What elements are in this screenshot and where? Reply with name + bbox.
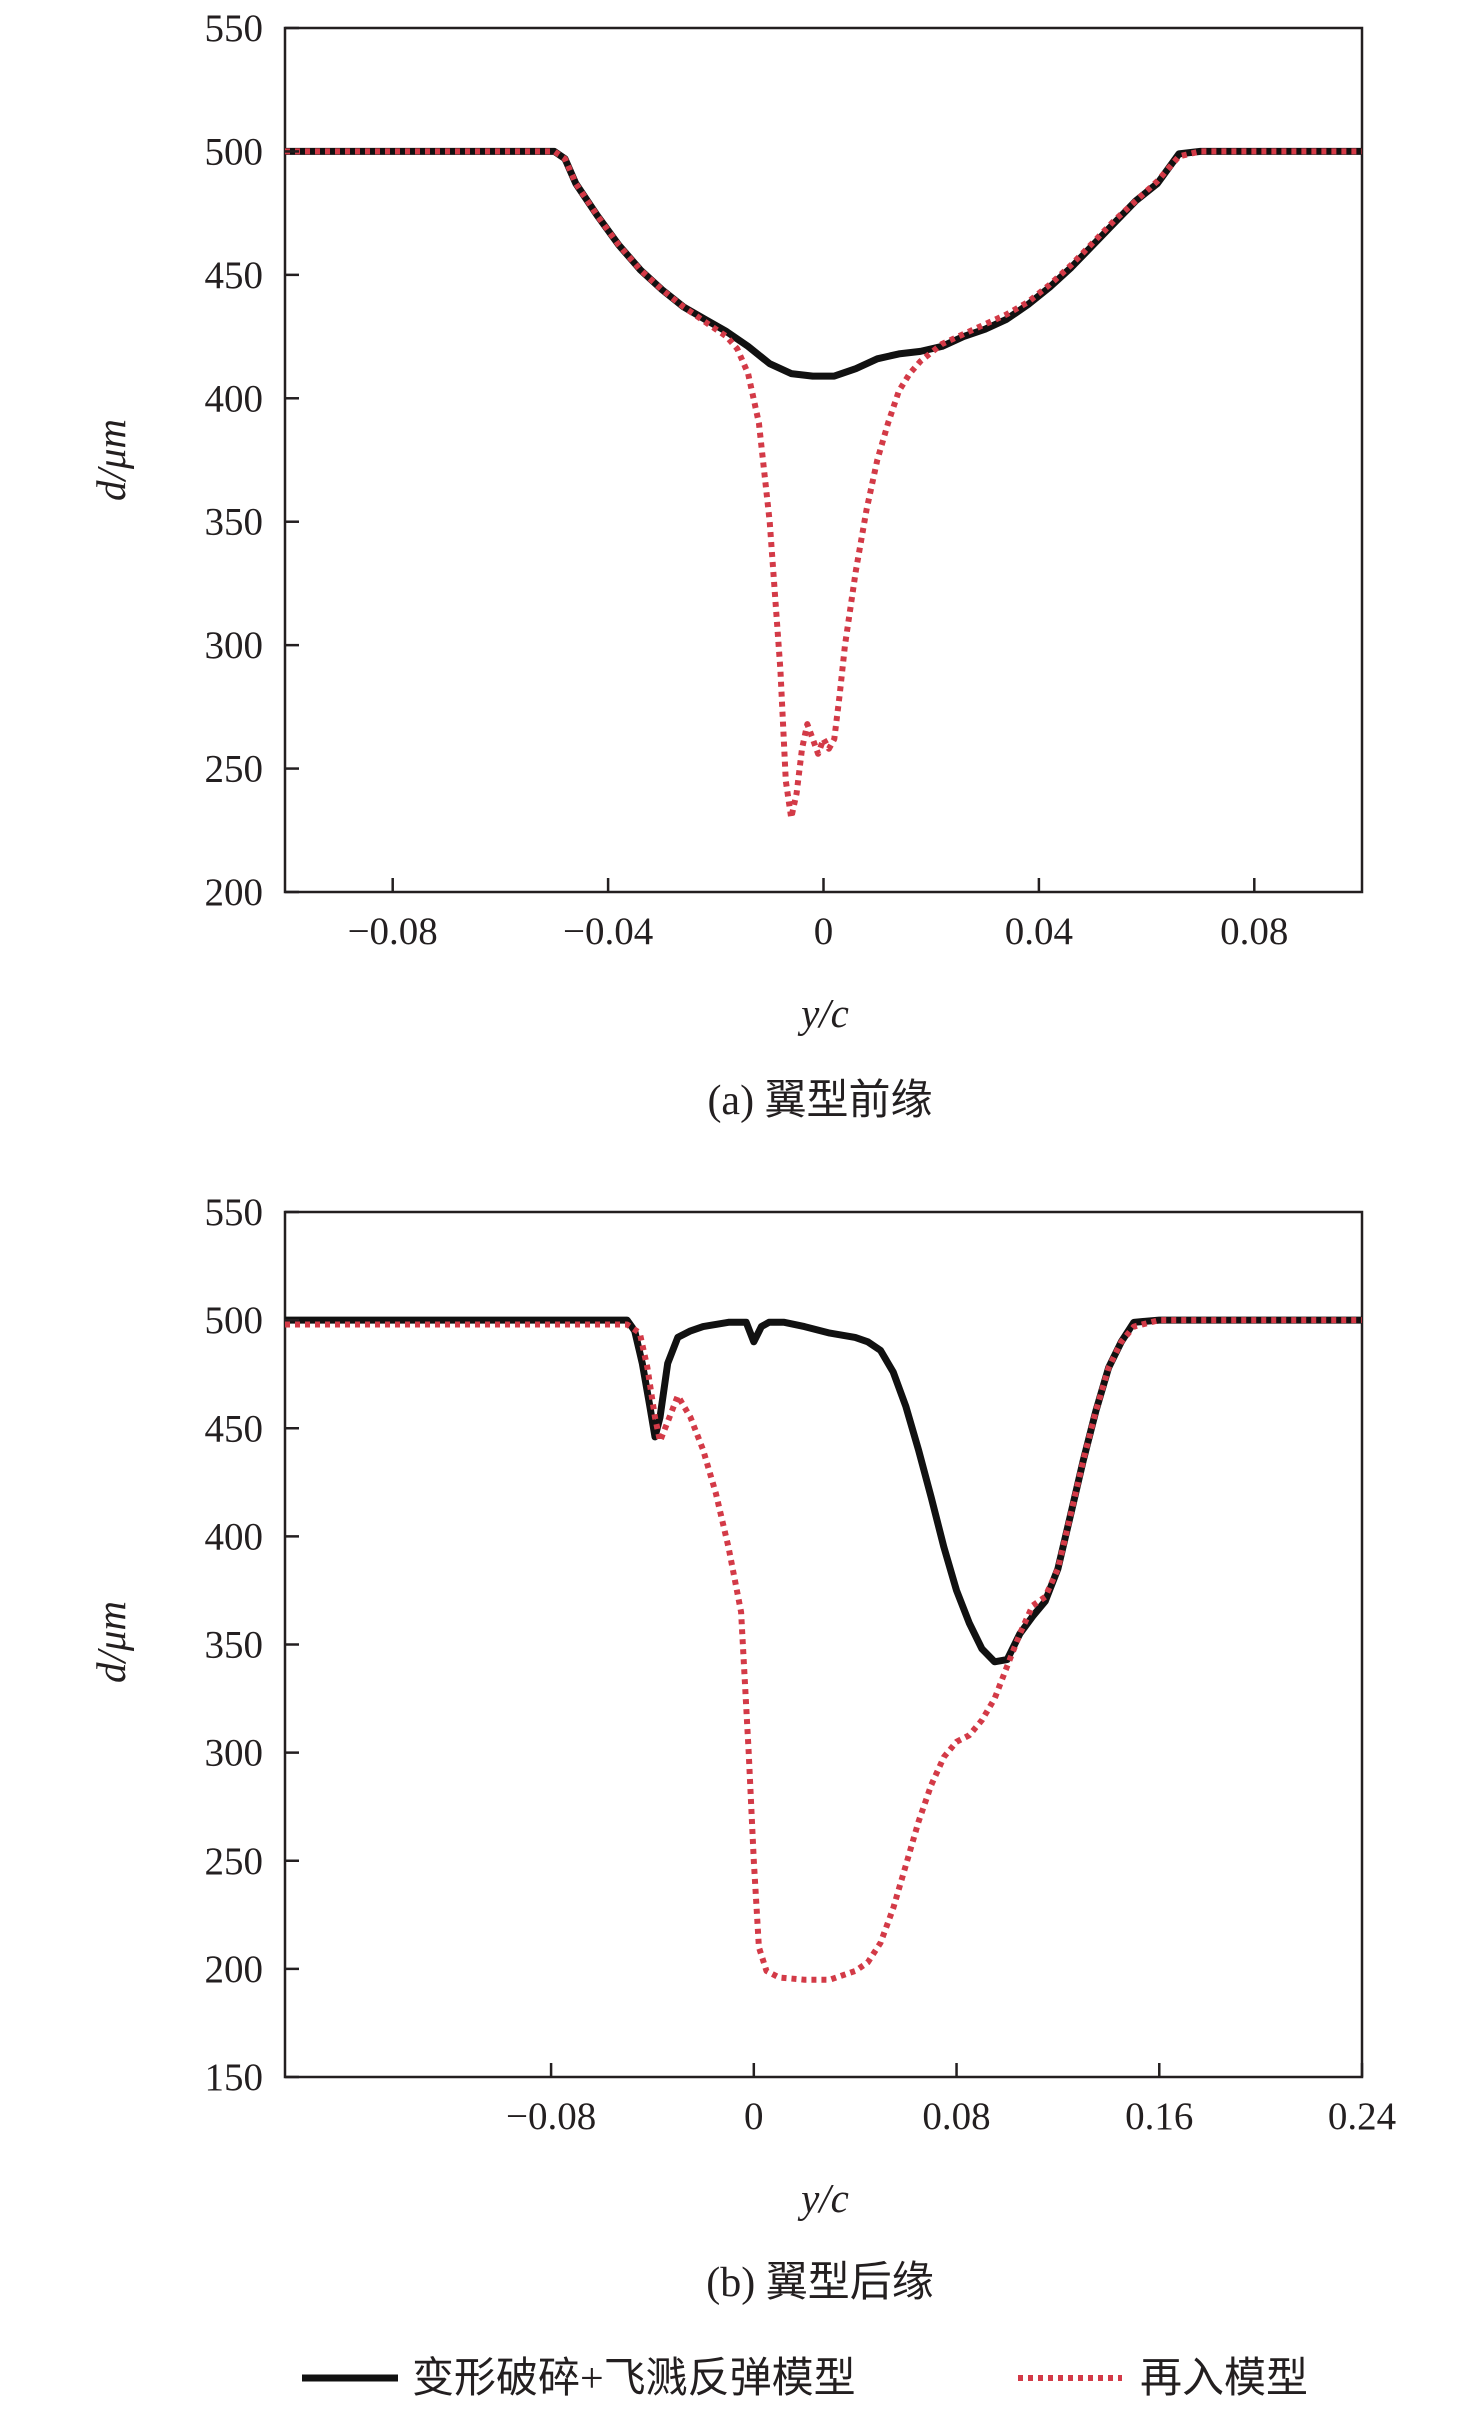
y-tick-label: 150 <box>205 2056 264 2099</box>
x-tick-label: 0.04 <box>1005 910 1073 953</box>
x-tick-label: −0.04 <box>563 910 653 953</box>
series-line-dotted <box>285 148 1362 821</box>
series-line-solid <box>285 147 1362 380</box>
panel-caption: (a) 翼型前缘 <box>707 1078 932 1124</box>
chart-panel-trailing-edge: −0.08 0 0.08 0.16 0.24 150 200 250 300 350 400 450… <box>88 1191 1396 2306</box>
x-axis-label: y/c <box>797 990 849 1036</box>
x-tick-label: 0.24 <box>1328 2095 1396 2138</box>
y-tick-label: 200 <box>205 871 264 914</box>
y-axis-ticks: 150 200 250 300 350 400 450 500 550 <box>205 1191 299 2099</box>
y-tick-label: 450 <box>205 1407 264 1450</box>
x-axis-ticks: −0.08 0 0.08 0.16 0.24 <box>506 2063 1396 2138</box>
series-group <box>285 1316 1362 1983</box>
plot-area <box>283 1210 1364 2079</box>
series-line-solid <box>285 1316 1362 1666</box>
chart-panel-leading-edge: −0.08 −0.04 0 0.04 0.08 200 250 300 350 400 450 50… <box>88 7 1364 1124</box>
y-tick-label: 550 <box>205 1191 264 1234</box>
y-tick-label: 500 <box>205 1299 264 1342</box>
y-tick-label: 500 <box>205 130 264 173</box>
y-tick-label: 200 <box>205 1948 264 1991</box>
x-axis-label: y/c <box>797 2175 849 2221</box>
y-tick-label: 300 <box>205 624 264 667</box>
series-group <box>285 147 1362 821</box>
panel-caption: (b) 翼型后缘 <box>706 2260 933 2306</box>
series-line-dotted <box>285 1317 1362 1983</box>
y-axis-label: d/μm <box>88 419 134 501</box>
y-tick-label: 400 <box>205 1515 264 1558</box>
legend-label-solid: 变形破碎+飞溅反弹模型 <box>412 2355 856 2402</box>
y-tick-label: 250 <box>205 1840 264 1883</box>
y-tick-label: 450 <box>205 254 264 297</box>
legend: 变形破碎+飞溅反弹模型 再入模型 <box>302 2355 1308 2402</box>
legend-label-dotted: 再入模型 <box>1140 2356 1308 2402</box>
y-tick-label: 550 <box>205 7 264 50</box>
y-tick-label: 300 <box>205 1732 264 1775</box>
plot-frame <box>283 1210 1364 2079</box>
x-tick-label: 0.08 <box>1220 910 1288 953</box>
y-tick-label: 350 <box>205 1624 264 1667</box>
x-tick-label: −0.08 <box>506 2095 596 2138</box>
x-tick-label: 0.08 <box>922 2095 990 2138</box>
y-tick-label: 250 <box>205 748 264 791</box>
y-axis-ticks: 200 250 300 350 400 450 500 550 <box>205 7 299 914</box>
plot-area <box>283 26 1364 894</box>
y-axis-label: d/μm <box>88 1601 134 1683</box>
y-tick-label: 350 <box>205 501 264 544</box>
x-tick-label: 0.16 <box>1125 2095 1193 2138</box>
x-tick-label: 0 <box>744 2095 764 2138</box>
y-tick-label: 400 <box>205 377 264 420</box>
x-tick-label: 0 <box>814 910 834 953</box>
plot-frame <box>283 26 1364 894</box>
x-tick-label: −0.08 <box>348 910 438 953</box>
x-axis-ticks: −0.08 −0.04 0 0.04 0.08 <box>348 878 1288 953</box>
